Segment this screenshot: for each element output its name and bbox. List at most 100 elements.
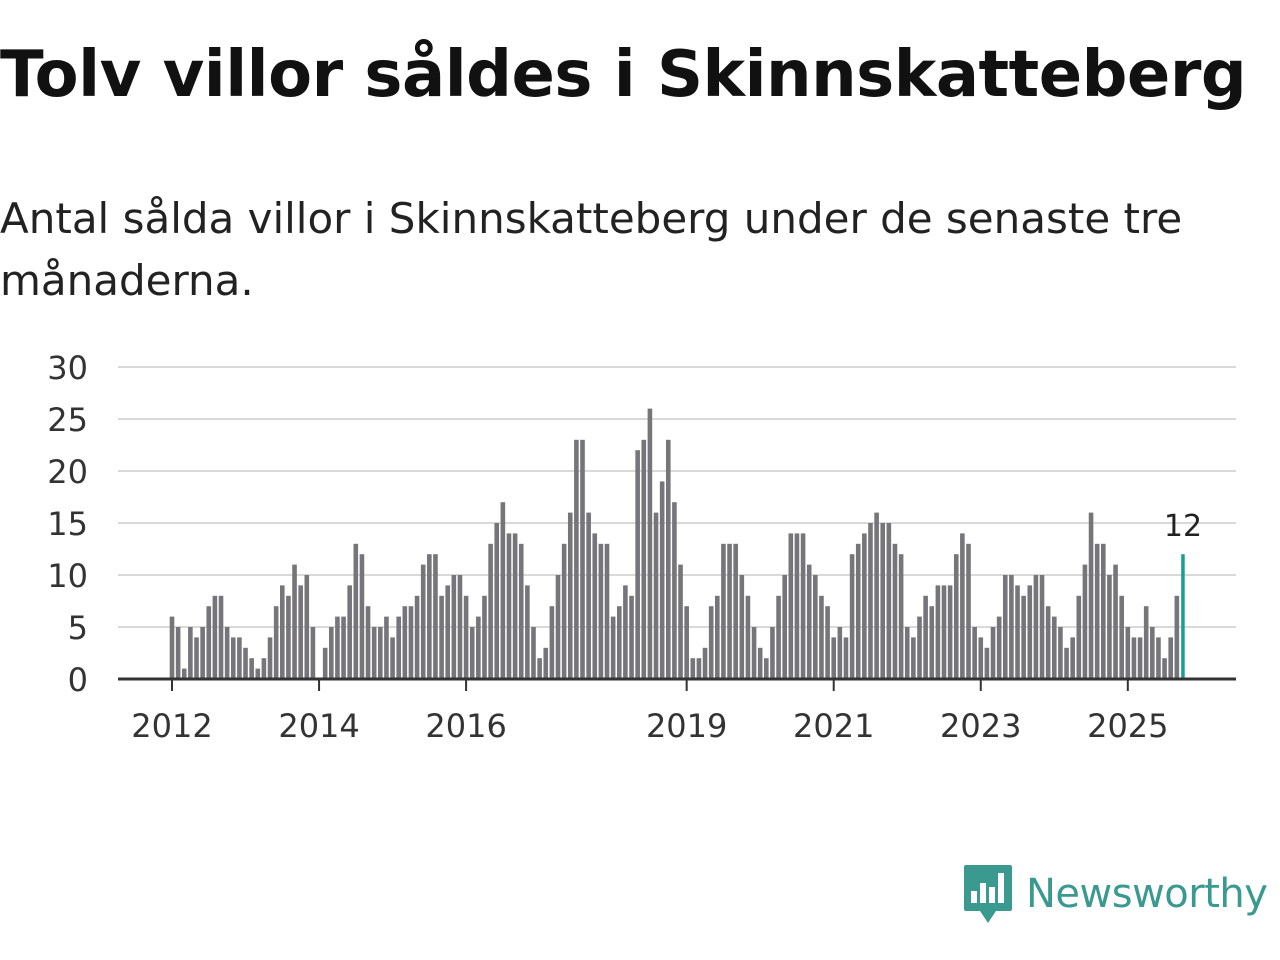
bar (445, 585, 451, 679)
y-tick-label-5: 5 (68, 609, 88, 647)
bar (506, 533, 512, 679)
bar (1009, 575, 1014, 679)
x-tick-label-2021: 2021 (793, 707, 874, 745)
bar (439, 595, 444, 679)
bar (249, 658, 254, 679)
y-tick-label-0: 0 (68, 661, 88, 699)
bar (359, 554, 365, 679)
bar (659, 481, 665, 679)
bar (598, 543, 604, 679)
bar (518, 543, 524, 679)
bar (543, 647, 549, 679)
bar (181, 668, 187, 679)
bar (1107, 575, 1112, 679)
bar (1119, 595, 1124, 679)
bar (1082, 564, 1088, 679)
y-axis-labels: 0 5 10 15 20 25 30 (47, 349, 88, 699)
x-tick-label-2019: 2019 (646, 707, 727, 745)
annotations: 12 (1164, 509, 1202, 544)
bar (690, 658, 696, 679)
x-tick-label-2023: 2023 (940, 707, 1021, 745)
chart-subtitle: Antal sålda villor i Skinnskatteberg und… (0, 194, 1183, 305)
bar (1076, 595, 1082, 679)
bar (169, 616, 175, 679)
bar (1002, 575, 1008, 679)
bar (1113, 564, 1118, 679)
bar (616, 606, 622, 679)
bar (941, 585, 947, 679)
bar (494, 523, 500, 679)
bar (567, 512, 573, 679)
bar (329, 627, 334, 679)
bar (298, 585, 303, 679)
bar (708, 606, 714, 679)
y-tick-label-25: 25 (47, 401, 88, 439)
bar (984, 647, 990, 679)
bar (310, 627, 316, 679)
bar (831, 637, 837, 679)
bar (641, 439, 647, 679)
bar (855, 543, 861, 679)
bar (1156, 637, 1161, 679)
bar (224, 627, 230, 679)
bar (396, 616, 401, 679)
bar (414, 595, 420, 679)
bar (549, 606, 555, 679)
bar (286, 595, 291, 679)
bar (322, 647, 328, 679)
bar (635, 450, 640, 679)
bar (794, 533, 800, 679)
bar (800, 533, 806, 679)
bar (880, 523, 886, 679)
bar (862, 533, 867, 679)
bar (433, 554, 438, 679)
bar (953, 554, 959, 679)
bar (243, 647, 248, 679)
bar (996, 616, 1002, 679)
y-tick-label-15: 15 (47, 505, 88, 543)
bar (868, 523, 873, 679)
bar (218, 595, 224, 679)
bar (892, 543, 898, 679)
bar (696, 658, 702, 679)
bar (1143, 606, 1149, 679)
bar (512, 533, 518, 679)
bar (457, 575, 463, 679)
bar (923, 595, 928, 679)
newsworthy-logo-text: Newsworthy (1026, 871, 1268, 917)
bar (764, 658, 769, 679)
bar (476, 616, 481, 679)
bar (304, 575, 310, 679)
bar (390, 637, 395, 679)
bar (1168, 637, 1173, 679)
bar (1174, 595, 1180, 679)
bar (194, 637, 199, 679)
bar (806, 564, 812, 679)
bar (537, 658, 542, 679)
bar (255, 668, 261, 679)
bar (978, 637, 984, 679)
bar (757, 647, 763, 679)
bar (898, 554, 904, 679)
bar (1150, 627, 1155, 679)
bar (378, 627, 383, 679)
bar (678, 564, 683, 679)
bar (788, 533, 794, 679)
bar (1070, 637, 1075, 679)
bar (408, 606, 414, 679)
bar (365, 606, 371, 679)
bar (347, 585, 352, 679)
bar (353, 543, 359, 679)
bar (702, 647, 708, 679)
bar (715, 595, 720, 679)
bar (929, 606, 935, 679)
bar (531, 627, 536, 679)
newsworthy-logo: Newsworthy (962, 862, 1268, 926)
bar (335, 616, 340, 679)
bar (917, 616, 922, 679)
bar (935, 585, 941, 679)
chart-title: Tolv villor såldes i Skinnskatteberg (0, 38, 1247, 112)
bar (1045, 606, 1051, 679)
bar (237, 637, 242, 679)
